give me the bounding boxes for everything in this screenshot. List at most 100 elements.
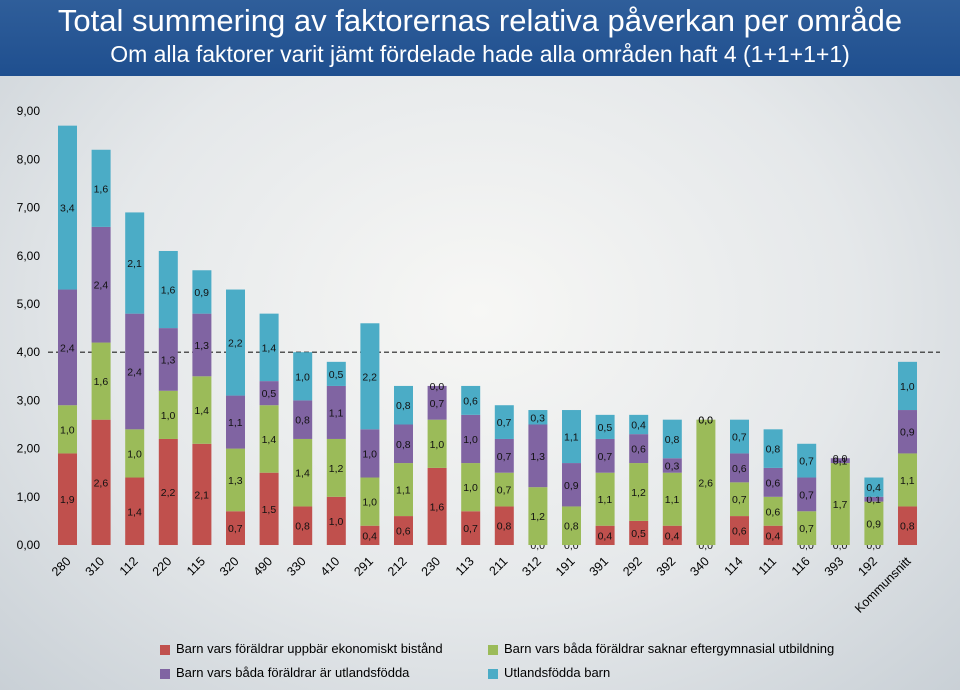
data-label: 0,9 (564, 480, 579, 492)
bar-segment (158, 250, 178, 329)
bar-segment (394, 463, 413, 517)
x-tick-label: 490 (251, 554, 276, 579)
data-label: 0,6 (766, 477, 781, 489)
data-label: 1,3 (530, 451, 545, 463)
bar-segment (461, 511, 481, 545)
bar-segment (830, 458, 850, 464)
data-label: 2,4 (60, 342, 75, 354)
bar-segment (797, 511, 817, 545)
data-label: 0,5 (598, 422, 613, 434)
bar-segment (226, 511, 245, 545)
bar-segment (91, 419, 111, 545)
data-label: 0,8 (766, 444, 781, 456)
data-label: 1,0 (161, 410, 176, 422)
bar-segment (192, 376, 212, 444)
data-label: 1,1 (598, 494, 613, 506)
data-label: 0,4 (598, 530, 613, 542)
bar-segment (864, 496, 884, 502)
data-label: 0,7 (497, 485, 512, 497)
bar-segment (158, 328, 178, 391)
x-tick-label: 113 (453, 554, 477, 578)
bar-segment (58, 289, 77, 406)
data-label: 0,7 (228, 523, 243, 535)
y-tick-label: 8,00 (17, 152, 41, 166)
data-label: 1,0 (60, 424, 75, 436)
data-label: 1,0 (463, 434, 478, 446)
bar-segment (730, 482, 749, 517)
bar-segment (259, 381, 279, 406)
bar-segment (461, 385, 481, 415)
data-label: 1,4 (295, 468, 310, 480)
data-label: 1,7 (833, 499, 848, 511)
bar-segment (595, 414, 615, 439)
data-label: 0,7 (598, 451, 613, 463)
data-label: 1,3 (161, 354, 176, 366)
data-label: 0,1 (866, 494, 881, 506)
x-tick-label: 312 (519, 554, 544, 579)
data-label: 1,0 (362, 497, 377, 509)
bar-segment (58, 405, 77, 454)
y-tick-label: 0,00 (17, 538, 41, 552)
bar-segment (763, 525, 783, 545)
data-label: 1,0 (430, 439, 445, 451)
data-label: 0,6 (396, 526, 411, 538)
bar-segment (629, 463, 649, 521)
data-label: 0,8 (396, 439, 411, 451)
data-label: 2,6 (698, 477, 713, 489)
data-label: 0,8 (665, 434, 680, 446)
data-label: 0,3 (530, 412, 545, 424)
data-label: 0,8 (295, 521, 310, 533)
data-label: 1,5 (262, 504, 277, 516)
bar-segment (259, 472, 279, 545)
data-label: 1,2 (530, 511, 545, 523)
data-label: 0,6 (463, 395, 478, 407)
bar-segment (730, 453, 749, 483)
data-label: 0,4 (631, 420, 646, 432)
bar-segment (696, 419, 716, 545)
bar-segment (494, 405, 514, 439)
bar-segment (293, 352, 313, 401)
chart-subtitle: Om alla faktorer varit jämt fördelade ha… (110, 41, 850, 67)
data-label: 1,0 (463, 482, 478, 494)
x-tick-label: 291 (351, 554, 376, 579)
data-label: 1,6 (94, 183, 109, 195)
data-label: 1,6 (430, 501, 445, 513)
bar-segment (326, 438, 346, 497)
data-label: 0,7 (497, 451, 512, 463)
bar-segment (461, 463, 481, 512)
bar-segment (58, 453, 77, 545)
data-label: 0,7 (799, 523, 814, 535)
x-tick-label: 115 (184, 554, 208, 578)
bar-segment (662, 525, 682, 545)
data-label: 1,1 (228, 417, 243, 429)
bar-segment (58, 125, 77, 290)
bar-segment (91, 149, 111, 227)
data-label: 1,1 (329, 407, 344, 419)
bar-segment (125, 429, 145, 478)
x-tick-label: 220 (150, 554, 175, 579)
data-label: 3,4 (60, 203, 75, 215)
data-label: 1,1 (396, 485, 411, 497)
x-tick-label: 391 (587, 554, 612, 579)
bar-segment (494, 472, 514, 507)
bar-segment (259, 313, 279, 382)
bar-segment (461, 414, 481, 464)
chart-title: Total summering av faktorernas relativa … (57, 3, 903, 38)
data-label: 2,2 (228, 338, 243, 350)
data-label: 2,1 (127, 258, 142, 270)
data-label: 1,4 (262, 434, 277, 446)
data-label: 1,3 (194, 340, 209, 352)
data-label: 0,7 (497, 417, 512, 429)
data-label: 0,6 (766, 506, 781, 518)
x-tick-label: 292 (620, 554, 645, 579)
y-tick-label: 2,00 (17, 442, 41, 456)
bar-segment (528, 424, 548, 488)
bar-segment (226, 395, 245, 449)
bar-segment (629, 434, 649, 464)
data-label: 0,0 (698, 415, 713, 427)
data-label: 0,7 (430, 398, 445, 410)
bar-segment (158, 390, 178, 439)
data-label: 1,1 (564, 432, 579, 444)
data-label: 0,6 (732, 526, 747, 538)
data-label: 0,1 (833, 456, 848, 468)
